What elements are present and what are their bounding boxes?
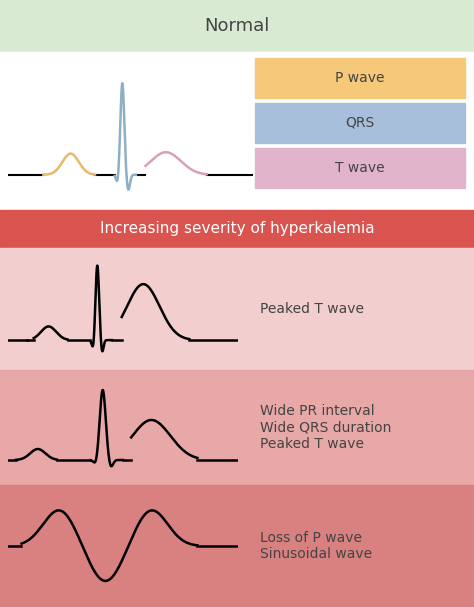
Text: Loss of P wave
Sinusoidal wave: Loss of P wave Sinusoidal wave — [260, 531, 372, 561]
Text: Wide PR interval
Wide QRS duration
Peaked T wave: Wide PR interval Wide QRS duration Peake… — [260, 404, 392, 451]
Text: Increasing severity of hyperkalemia: Increasing severity of hyperkalemia — [100, 222, 374, 237]
Text: Peaked T wave: Peaked T wave — [260, 302, 364, 316]
Text: T wave: T wave — [335, 161, 385, 175]
Text: QRS: QRS — [346, 116, 374, 130]
Text: Normal: Normal — [204, 17, 270, 35]
Text: P wave: P wave — [335, 71, 385, 85]
